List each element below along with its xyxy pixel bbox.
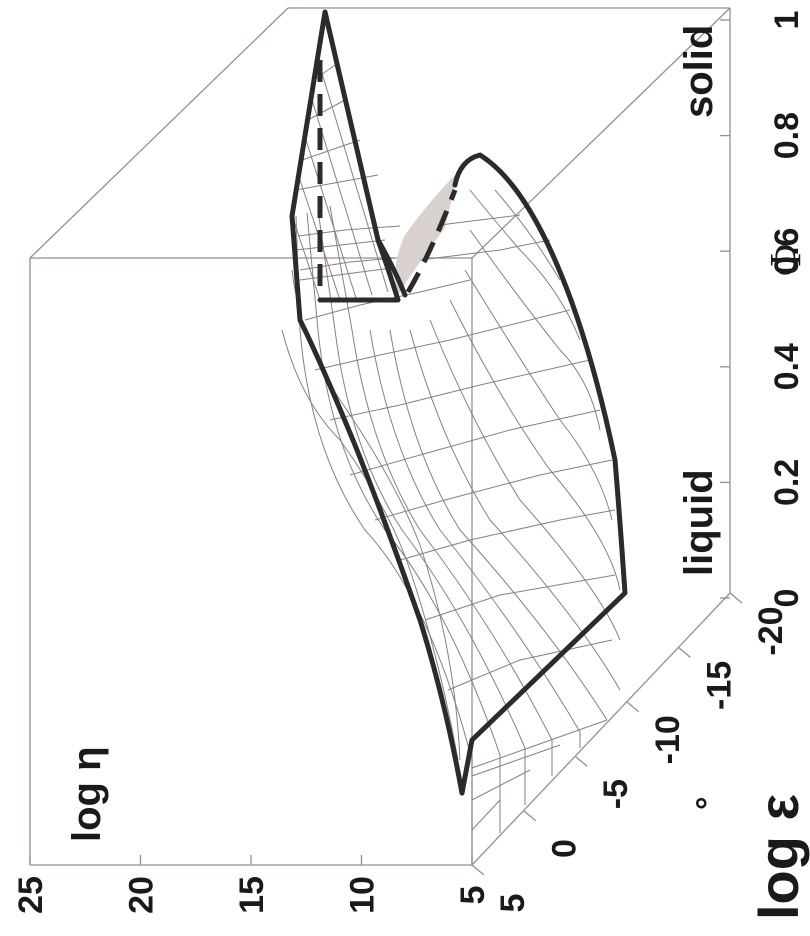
plot-frame — [29, 7, 731, 866]
surface-outline — [289, 9, 628, 796]
solid-label: solid — [677, 25, 721, 118]
phi-tick-labels: 0 0.2 0.4 0.6 0.8 1 — [768, 11, 806, 608]
epsilon-tick-labels: 5 0 -5 -10 -15 -20 — [494, 606, 790, 912]
tick-marks — [29, 19, 743, 876]
eta-tick-label: 15 — [233, 876, 271, 914]
phi-tick-label: 0.6 — [768, 228, 806, 275]
eta-tick-label: 5 — [454, 886, 492, 905]
epsilon-tick-mark — [677, 646, 691, 658]
epsilon-tick-label: -10 — [649, 715, 687, 764]
epsilon-tick-label: -20 — [752, 606, 790, 655]
epsilon-axis-dot: ° — [690, 796, 728, 810]
epsilon-tick-mark — [523, 810, 537, 822]
epsilon-tick-mark — [626, 701, 640, 713]
phi-tick-label: 0 — [768, 589, 806, 608]
phi-axis-label: Φ — [761, 244, 810, 276]
epsilon-tick-mark — [574, 755, 588, 767]
epsilon-tick-label: 5 — [494, 894, 532, 913]
epsilon-tick-mark — [471, 864, 485, 876]
eta-axis-label: log η — [65, 746, 109, 842]
surface-shade — [395, 172, 458, 295]
epsilon-axis-label: log ε — [747, 794, 810, 920]
liquid-label: liquid — [677, 469, 721, 576]
phi-tick-label: 0.2 — [768, 459, 806, 506]
epsilon-tick-label: -5 — [597, 779, 635, 809]
epsilon-tick-label: -15 — [700, 661, 738, 710]
eta-tick-label: 25 — [12, 876, 50, 914]
epsilon-tick-label: 0 — [546, 839, 584, 858]
surface-mesh — [281, 59, 621, 860]
epsilon-tick-mark — [729, 592, 743, 604]
eta-tick-labels: 5 10 15 20 25 — [12, 876, 492, 914]
eta-tick-label: 10 — [344, 876, 382, 914]
eta-tick-label: 20 — [123, 876, 161, 914]
phi-tick-label: 1 — [768, 11, 806, 30]
phi-tick-label: 0.4 — [768, 343, 806, 390]
phi-tick-label: 0.8 — [768, 112, 806, 159]
